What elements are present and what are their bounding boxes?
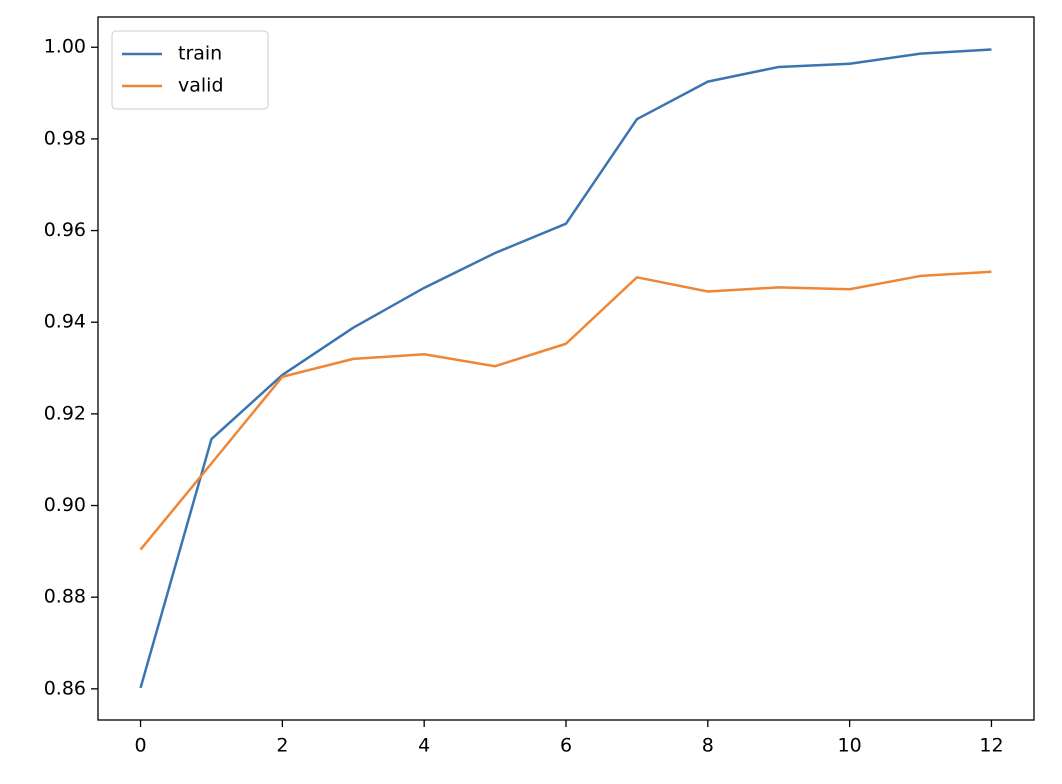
y-tick-label: 0.88 xyxy=(44,586,86,608)
y-tick-label: 1.00 xyxy=(44,36,86,58)
legend-label: valid xyxy=(178,75,224,97)
x-tick-label: 2 xyxy=(276,735,288,757)
x-tick-label: 6 xyxy=(560,735,572,757)
legend: train valid xyxy=(111,30,269,110)
line-series xyxy=(139,270,992,551)
x-tick-label: 12 xyxy=(979,735,1003,757)
x-tick-label: 8 xyxy=(702,735,714,757)
y-tick-label: 0.86 xyxy=(44,677,86,699)
line-series xyxy=(139,48,992,689)
y-tick-label: 0.90 xyxy=(44,494,86,516)
y-tick-label: 0.94 xyxy=(44,311,86,333)
axes-frame xyxy=(97,16,1035,721)
legend-box xyxy=(111,30,269,110)
x-tick-label: 10 xyxy=(838,735,862,757)
x-tick-label: 0 xyxy=(134,735,146,757)
y-tick-label: 0.96 xyxy=(44,219,86,241)
y-tick-label: 0.98 xyxy=(44,127,86,149)
x-tick-label: 4 xyxy=(418,735,430,757)
legend-label: train xyxy=(178,43,222,65)
y-tick-label: 0.92 xyxy=(44,402,86,424)
